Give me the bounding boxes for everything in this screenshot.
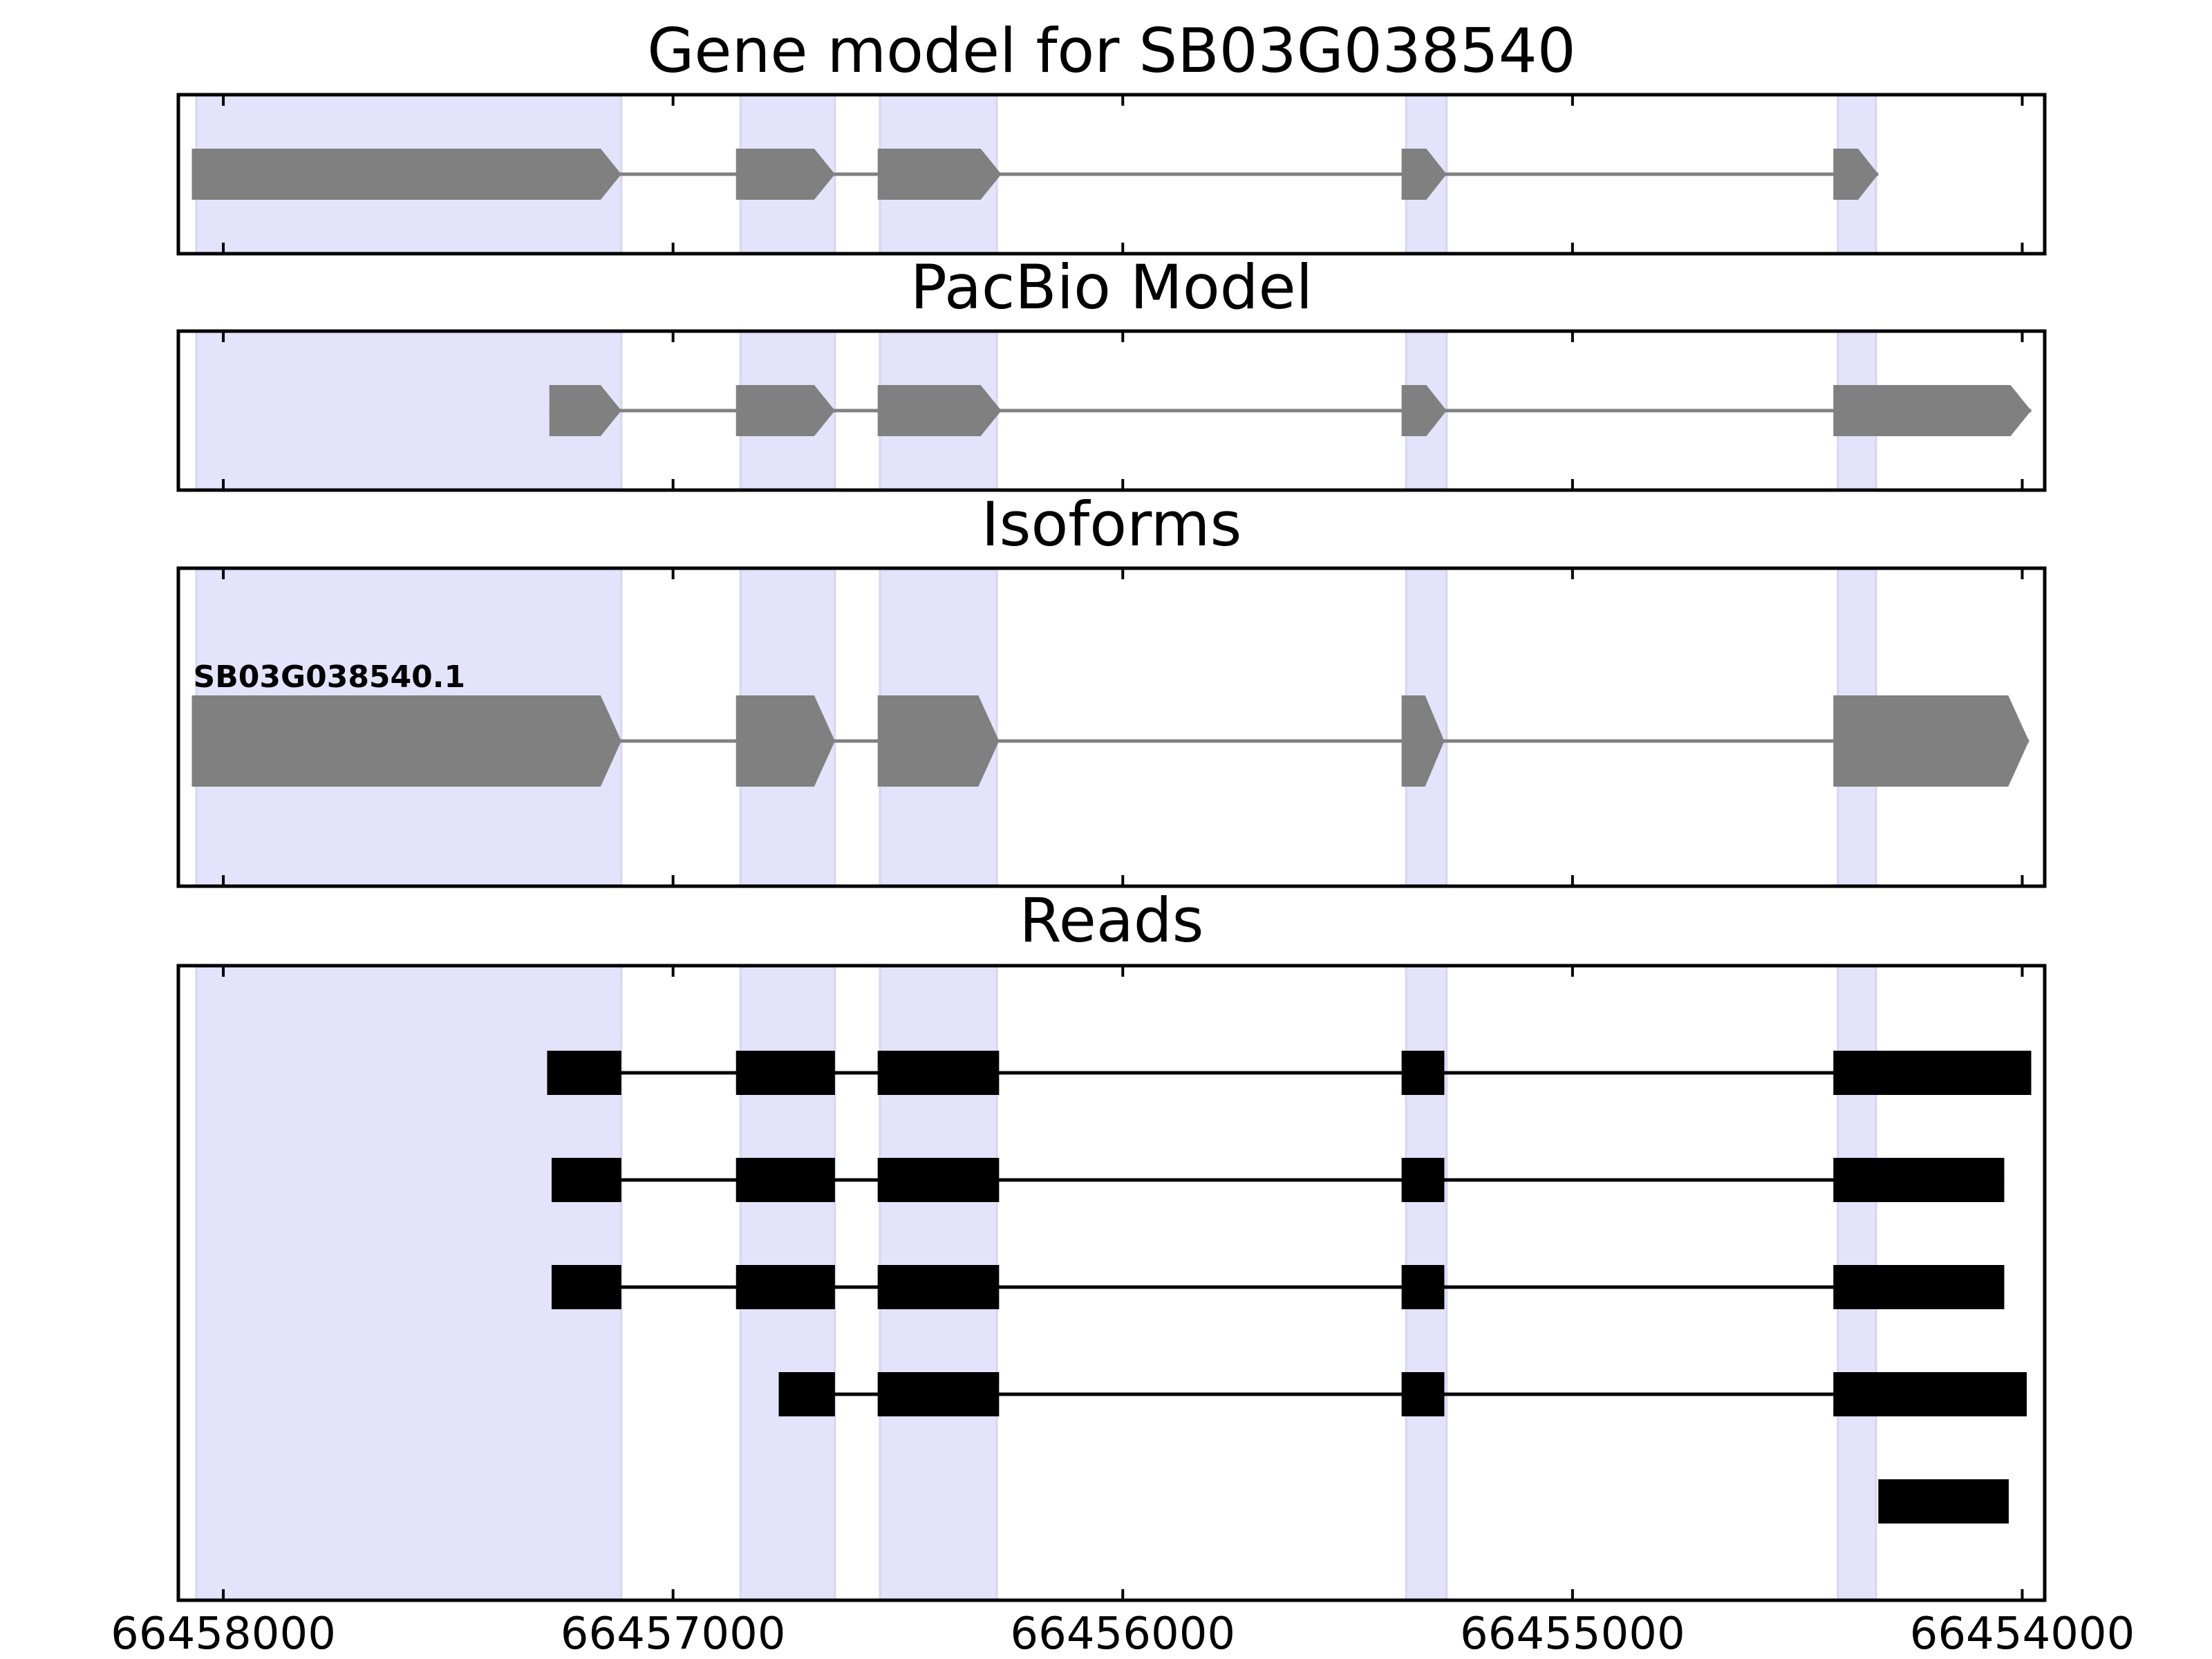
read-block: [547, 1051, 621, 1095]
exon: [877, 149, 1002, 200]
read-block: [1833, 1372, 2027, 1416]
panel-frame: [176, 566, 2047, 888]
read-block: [877, 1158, 1000, 1202]
gene-model: [549, 385, 2032, 436]
x-tick-label: 66457000: [561, 1609, 786, 1659]
read-block: [1833, 1158, 2005, 1202]
read-block: [778, 1372, 835, 1416]
read: [552, 1265, 2005, 1309]
read-block: [735, 1265, 835, 1309]
read-block: [1878, 1479, 2009, 1524]
read-block: [877, 1372, 1000, 1416]
read: [1878, 1479, 2009, 1524]
panel-frame: [176, 329, 2047, 492]
exon: [549, 385, 621, 436]
read-block: [877, 1051, 1000, 1095]
panel-frame: [176, 964, 2047, 1602]
read-block: [735, 1158, 835, 1202]
read-block: [552, 1265, 621, 1309]
exon: [1401, 149, 1447, 200]
gene-model: [191, 149, 1879, 200]
read-block: [1401, 1051, 1445, 1095]
exon: [1401, 385, 1447, 436]
read: [547, 1051, 2032, 1095]
exon: [1833, 695, 2030, 787]
panel-4: Reads: [176, 885, 2047, 1602]
exon: [877, 695, 1000, 787]
read-block: [877, 1265, 1000, 1309]
x-tick-label: 66455000: [1460, 1609, 1685, 1659]
panel-3: Isoforms SB03G038540.1: [176, 489, 2047, 888]
gene-model: SB03G038540.1: [191, 659, 2030, 787]
exon: [1833, 149, 1879, 200]
exon: [735, 149, 835, 200]
read-block: [735, 1051, 835, 1095]
x-tick-label: 66454000: [1910, 1609, 2135, 1659]
x-tick-label: 66458000: [111, 1609, 336, 1659]
panel-2: PacBio Model: [176, 252, 2047, 492]
read-block: [1833, 1265, 2005, 1309]
read-block: [552, 1158, 621, 1202]
read: [778, 1372, 2027, 1416]
exon: [735, 385, 835, 436]
exon: [1401, 695, 1445, 787]
panel-frame: [176, 93, 2047, 256]
exon: [1833, 385, 2032, 436]
exon: [191, 695, 621, 787]
panel-1: Gene model for SB03G038540: [176, 15, 2047, 256]
isoform-label: SB03G038540.1: [194, 659, 466, 695]
read-block: [1401, 1372, 1445, 1416]
exon: [735, 695, 835, 787]
exon: [191, 149, 621, 200]
panel-title: Reads: [1020, 885, 1204, 956]
x-tick-label: 66456000: [1010, 1609, 1235, 1659]
read-block: [1833, 1051, 2032, 1095]
panel-title: PacBio Model: [910, 252, 1313, 323]
exon: [877, 385, 1002, 436]
panel-title: Gene model for SB03G038540: [647, 15, 1576, 86]
panel-title: Isoforms: [982, 489, 1242, 560]
highlight-region: [195, 964, 623, 1602]
read-block: [1401, 1265, 1445, 1309]
read: [552, 1158, 2005, 1202]
read-block: [1401, 1158, 1445, 1202]
